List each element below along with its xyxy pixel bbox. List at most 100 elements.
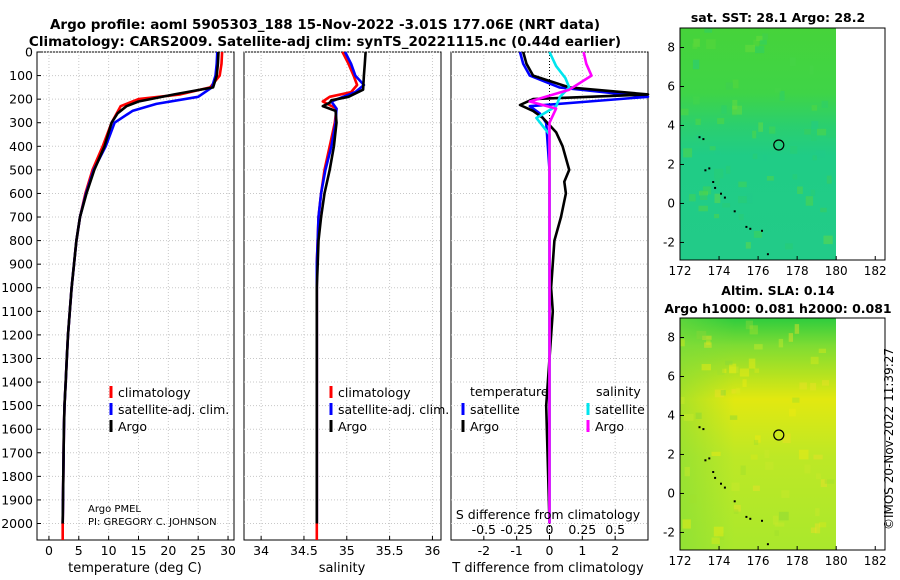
x-tick-label: 25	[190, 543, 206, 558]
map-texture-cell	[817, 128, 827, 136]
map-texture-cell	[748, 358, 756, 369]
map-texture-cell	[820, 479, 827, 487]
map-texture-cell	[789, 408, 796, 417]
map-texture-cell	[811, 133, 817, 141]
map-texture-cell	[742, 379, 747, 387]
map-texture-cell	[804, 129, 811, 135]
map-texture-cell	[682, 519, 691, 529]
island-marker	[749, 517, 752, 520]
map-texture-cell	[714, 150, 721, 156]
map-y-tick-label: 0	[667, 486, 675, 500]
island-marker	[745, 515, 748, 518]
s-tick-label: -0.5	[472, 522, 496, 537]
map-texture-cell	[736, 388, 741, 395]
legend-salinity-title: salinity	[596, 384, 641, 399]
map-x-tick-label: 180	[825, 554, 848, 568]
map-texture-cell	[731, 482, 740, 491]
salinity-diff-legend: salinity satellite Argo	[586, 384, 645, 434]
legend-argo: Argo	[338, 419, 367, 434]
salinity-series	[315, 51, 367, 540]
island-marker	[749, 227, 752, 230]
map-texture-cell	[774, 522, 785, 527]
island-marker	[761, 519, 763, 522]
map-x-tick-label: 172	[669, 264, 692, 278]
map-texture-cell	[714, 214, 720, 219]
legend-argo: Argo	[118, 419, 147, 434]
map-texture-cell	[729, 415, 738, 420]
map-texture-cell	[816, 473, 821, 480]
map-texture-cell	[805, 196, 814, 206]
map-texture-cell	[788, 333, 793, 342]
map-texture-cell	[702, 335, 712, 340]
island-marker	[702, 138, 705, 141]
x-tick-label: -1	[510, 543, 522, 558]
map-y-tick-label: 6	[667, 369, 675, 383]
map-texture-cell	[692, 43, 698, 50]
map-texture-cell	[762, 33, 769, 40]
map-texture-cell	[704, 28, 713, 33]
map-texture-cell	[799, 382, 807, 390]
map-texture-cell	[745, 320, 753, 330]
y-tick-label: 1000	[1, 280, 33, 295]
map-texture-cell	[706, 39, 716, 49]
map-texture-cell	[810, 189, 816, 196]
sla-coastline	[698, 426, 769, 546]
s-difference-axis-ticks: -0.5-0.2500.250.5	[472, 522, 625, 537]
island-marker	[766, 543, 769, 546]
legend-satellite-adj: satellite-adj. clim.	[118, 402, 229, 417]
map-texture-cell	[778, 338, 784, 348]
map-texture-cell	[738, 181, 747, 188]
map-texture-cell	[811, 105, 818, 111]
map-texture-cell	[779, 90, 785, 101]
map-texture-cell	[714, 193, 721, 204]
sla-field-shading	[680, 318, 836, 550]
x-tick-label: 10	[101, 543, 117, 558]
island-marker	[720, 482, 722, 485]
map-texture-cell	[754, 368, 759, 373]
map-y-tick-label: -2	[663, 235, 675, 249]
y-tick-label: 1100	[1, 304, 33, 319]
x-tick-label: 0	[45, 543, 53, 558]
map-y-tick-label: 0	[667, 196, 675, 210]
sla-texture	[680, 320, 835, 545]
map-texture-cell	[804, 464, 811, 474]
y-tick-label: 500	[9, 162, 33, 177]
y-tick-label: 300	[9, 115, 33, 130]
map-texture-cell	[729, 366, 739, 373]
x-tick-label: 36	[424, 543, 440, 558]
map-texture-cell	[790, 146, 798, 154]
map-texture-cell	[762, 155, 768, 162]
map-texture-cell	[745, 44, 755, 53]
map-texture-cell	[752, 130, 757, 139]
map-y-tick-label: 2	[667, 447, 675, 461]
map-texture-cell	[810, 356, 819, 365]
y-tick-label: 100	[9, 68, 33, 83]
map-texture-cell	[809, 65, 814, 75]
map-texture-cell	[706, 340, 711, 345]
map-texture-cell	[680, 396, 685, 404]
y-tick-label: 1200	[1, 327, 33, 342]
series-line-t-argo	[518, 51, 650, 524]
temperature-legend: climatology satellite-adj. clim. Argo	[109, 385, 229, 434]
map-x-tick-label: 176	[747, 554, 770, 568]
map-texture-cell	[810, 382, 817, 391]
y-tick-label: 700	[9, 210, 33, 225]
legend-temperature-title: temperature	[470, 384, 549, 399]
island-marker	[723, 196, 726, 199]
map-texture-cell	[711, 451, 721, 456]
map-texture-cell	[711, 537, 720, 545]
map-texture-cell	[755, 45, 765, 54]
x-tick-label: 15	[131, 543, 147, 558]
map-texture-cell	[693, 38, 700, 47]
map-texture-cell	[680, 339, 685, 347]
map-texture-cell	[735, 387, 740, 394]
map-texture-cell	[702, 186, 712, 195]
map-x-tick-label: 182	[864, 554, 887, 568]
s-tick-label: 0.5	[605, 522, 625, 537]
map-texture-cell	[713, 526, 724, 537]
map-texture-cell	[714, 168, 724, 179]
map-texture-cell	[683, 413, 694, 421]
map-texture-cell	[732, 106, 737, 116]
legend-t-argo: Argo	[470, 419, 499, 434]
